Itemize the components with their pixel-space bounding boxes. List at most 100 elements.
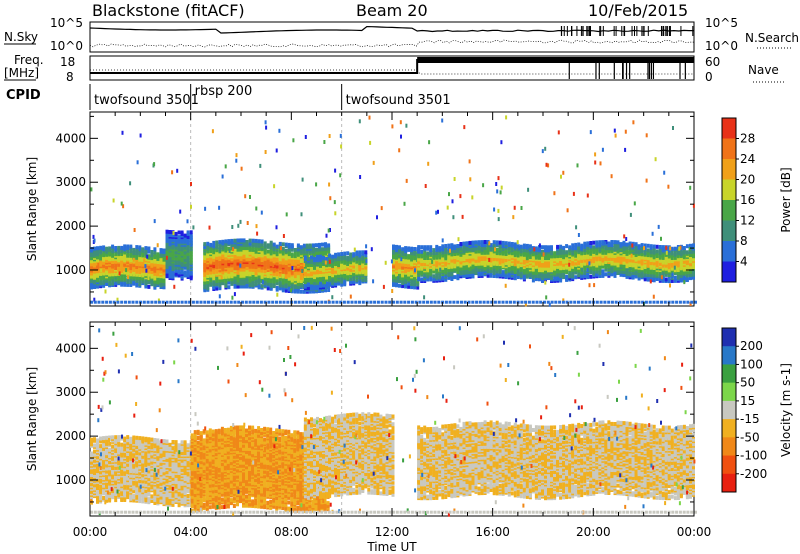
echo-cell (224, 279, 228, 284)
echo-cell (601, 272, 605, 277)
noise-cell (329, 228, 331, 232)
echo-cell (601, 247, 605, 252)
noise-cell (323, 140, 326, 144)
echo-cell (407, 281, 411, 286)
echo-cell (438, 246, 442, 251)
echo-cell (486, 246, 490, 251)
echo-cell (398, 283, 401, 288)
noise-cell (448, 192, 450, 197)
near-range-cell (282, 300, 286, 304)
echo-cell (438, 275, 442, 280)
noise-cell (122, 204, 125, 209)
noise-cell (568, 262, 571, 267)
noise-cell (211, 129, 214, 134)
echo-cell (589, 274, 593, 279)
noise-cell (488, 257, 491, 262)
echo-cell (553, 277, 557, 282)
echo-cell (410, 282, 414, 286)
near-range-cell (259, 300, 263, 304)
noise-cell (631, 243, 634, 248)
echo-cell (568, 245, 572, 250)
noise-cell (482, 183, 485, 188)
near-range-cell (176, 300, 180, 304)
noise-cell (329, 196, 332, 201)
echo-cell (312, 243, 315, 248)
echo-cell (111, 281, 115, 286)
echo-cell (553, 251, 557, 256)
near-range-cell (252, 300, 256, 304)
echo-cell (459, 246, 463, 251)
echo-cell (318, 242, 321, 247)
near-range-cell (199, 300, 203, 304)
noise-cell (129, 181, 132, 186)
nsky-tick-high: 10^5 (50, 16, 83, 30)
echo-cell (302, 289, 306, 294)
near-range-cell (157, 300, 161, 304)
echo-cell (290, 289, 294, 294)
echo-cell (673, 246, 677, 251)
noise-cell (255, 224, 258, 229)
echo-cell (616, 243, 620, 248)
echo-cell (315, 247, 318, 252)
noise-cell (190, 182, 192, 186)
echo-cell (628, 249, 632, 254)
echo-cell (165, 274, 169, 279)
noise-cell (380, 206, 383, 211)
echo-cell (420, 249, 424, 254)
noise-cell (334, 168, 337, 173)
echo-cell (583, 269, 587, 274)
beam-title: Beam 20 (356, 1, 428, 20)
noise-cell (92, 234, 95, 239)
echo-cell (516, 270, 520, 275)
noise-cell (275, 148, 278, 153)
noise-cell (327, 228, 330, 233)
noise-cell (494, 247, 496, 252)
noise-cell (231, 225, 234, 229)
echo-cell (652, 247, 656, 252)
echo-cell (150, 279, 154, 284)
near-range-cell (278, 300, 282, 304)
echo-cell (299, 289, 303, 294)
echo-cell (132, 280, 136, 285)
echo-cell (513, 276, 517, 281)
freq-traces (90, 57, 694, 79)
echo-cell (586, 249, 590, 253)
echo-cell (135, 281, 139, 286)
echo-cell (340, 252, 344, 256)
echo-cell (556, 244, 560, 249)
noise-cell (315, 182, 318, 187)
echo-cell (302, 249, 306, 254)
echo-cell (218, 240, 222, 245)
echo-cell (324, 242, 327, 247)
near-range-cell (237, 300, 241, 304)
noise-cell (179, 209, 182, 214)
echo-cell (492, 274, 496, 278)
echo-cell (580, 243, 584, 248)
echo-cell (102, 251, 106, 256)
noise-cell (553, 191, 556, 196)
echo-cell (90, 253, 93, 258)
near-range-cell (229, 300, 233, 304)
echo-cell (392, 244, 395, 249)
echo-cell (177, 230, 181, 235)
echo-cell (183, 270, 187, 275)
near-range-cell (191, 300, 195, 304)
noise-cell (259, 163, 262, 168)
echo-cell (227, 285, 231, 290)
noise-cell (112, 198, 115, 203)
echo-cell (165, 229, 169, 234)
noise-cell (441, 238, 444, 243)
noise-cell (278, 128, 281, 133)
noise-cell (333, 200, 336, 205)
echo-cell (302, 243, 306, 248)
echo-cell (156, 252, 160, 257)
near-range-cell (305, 300, 309, 304)
echo-cell (162, 285, 166, 290)
echo-cell (355, 278, 359, 283)
echo-cell (643, 243, 647, 248)
echo-cell (598, 240, 602, 245)
echo-cell (147, 284, 151, 289)
echo-cell (138, 282, 142, 287)
noise-cell (594, 160, 597, 165)
echo-cell (325, 281, 329, 286)
